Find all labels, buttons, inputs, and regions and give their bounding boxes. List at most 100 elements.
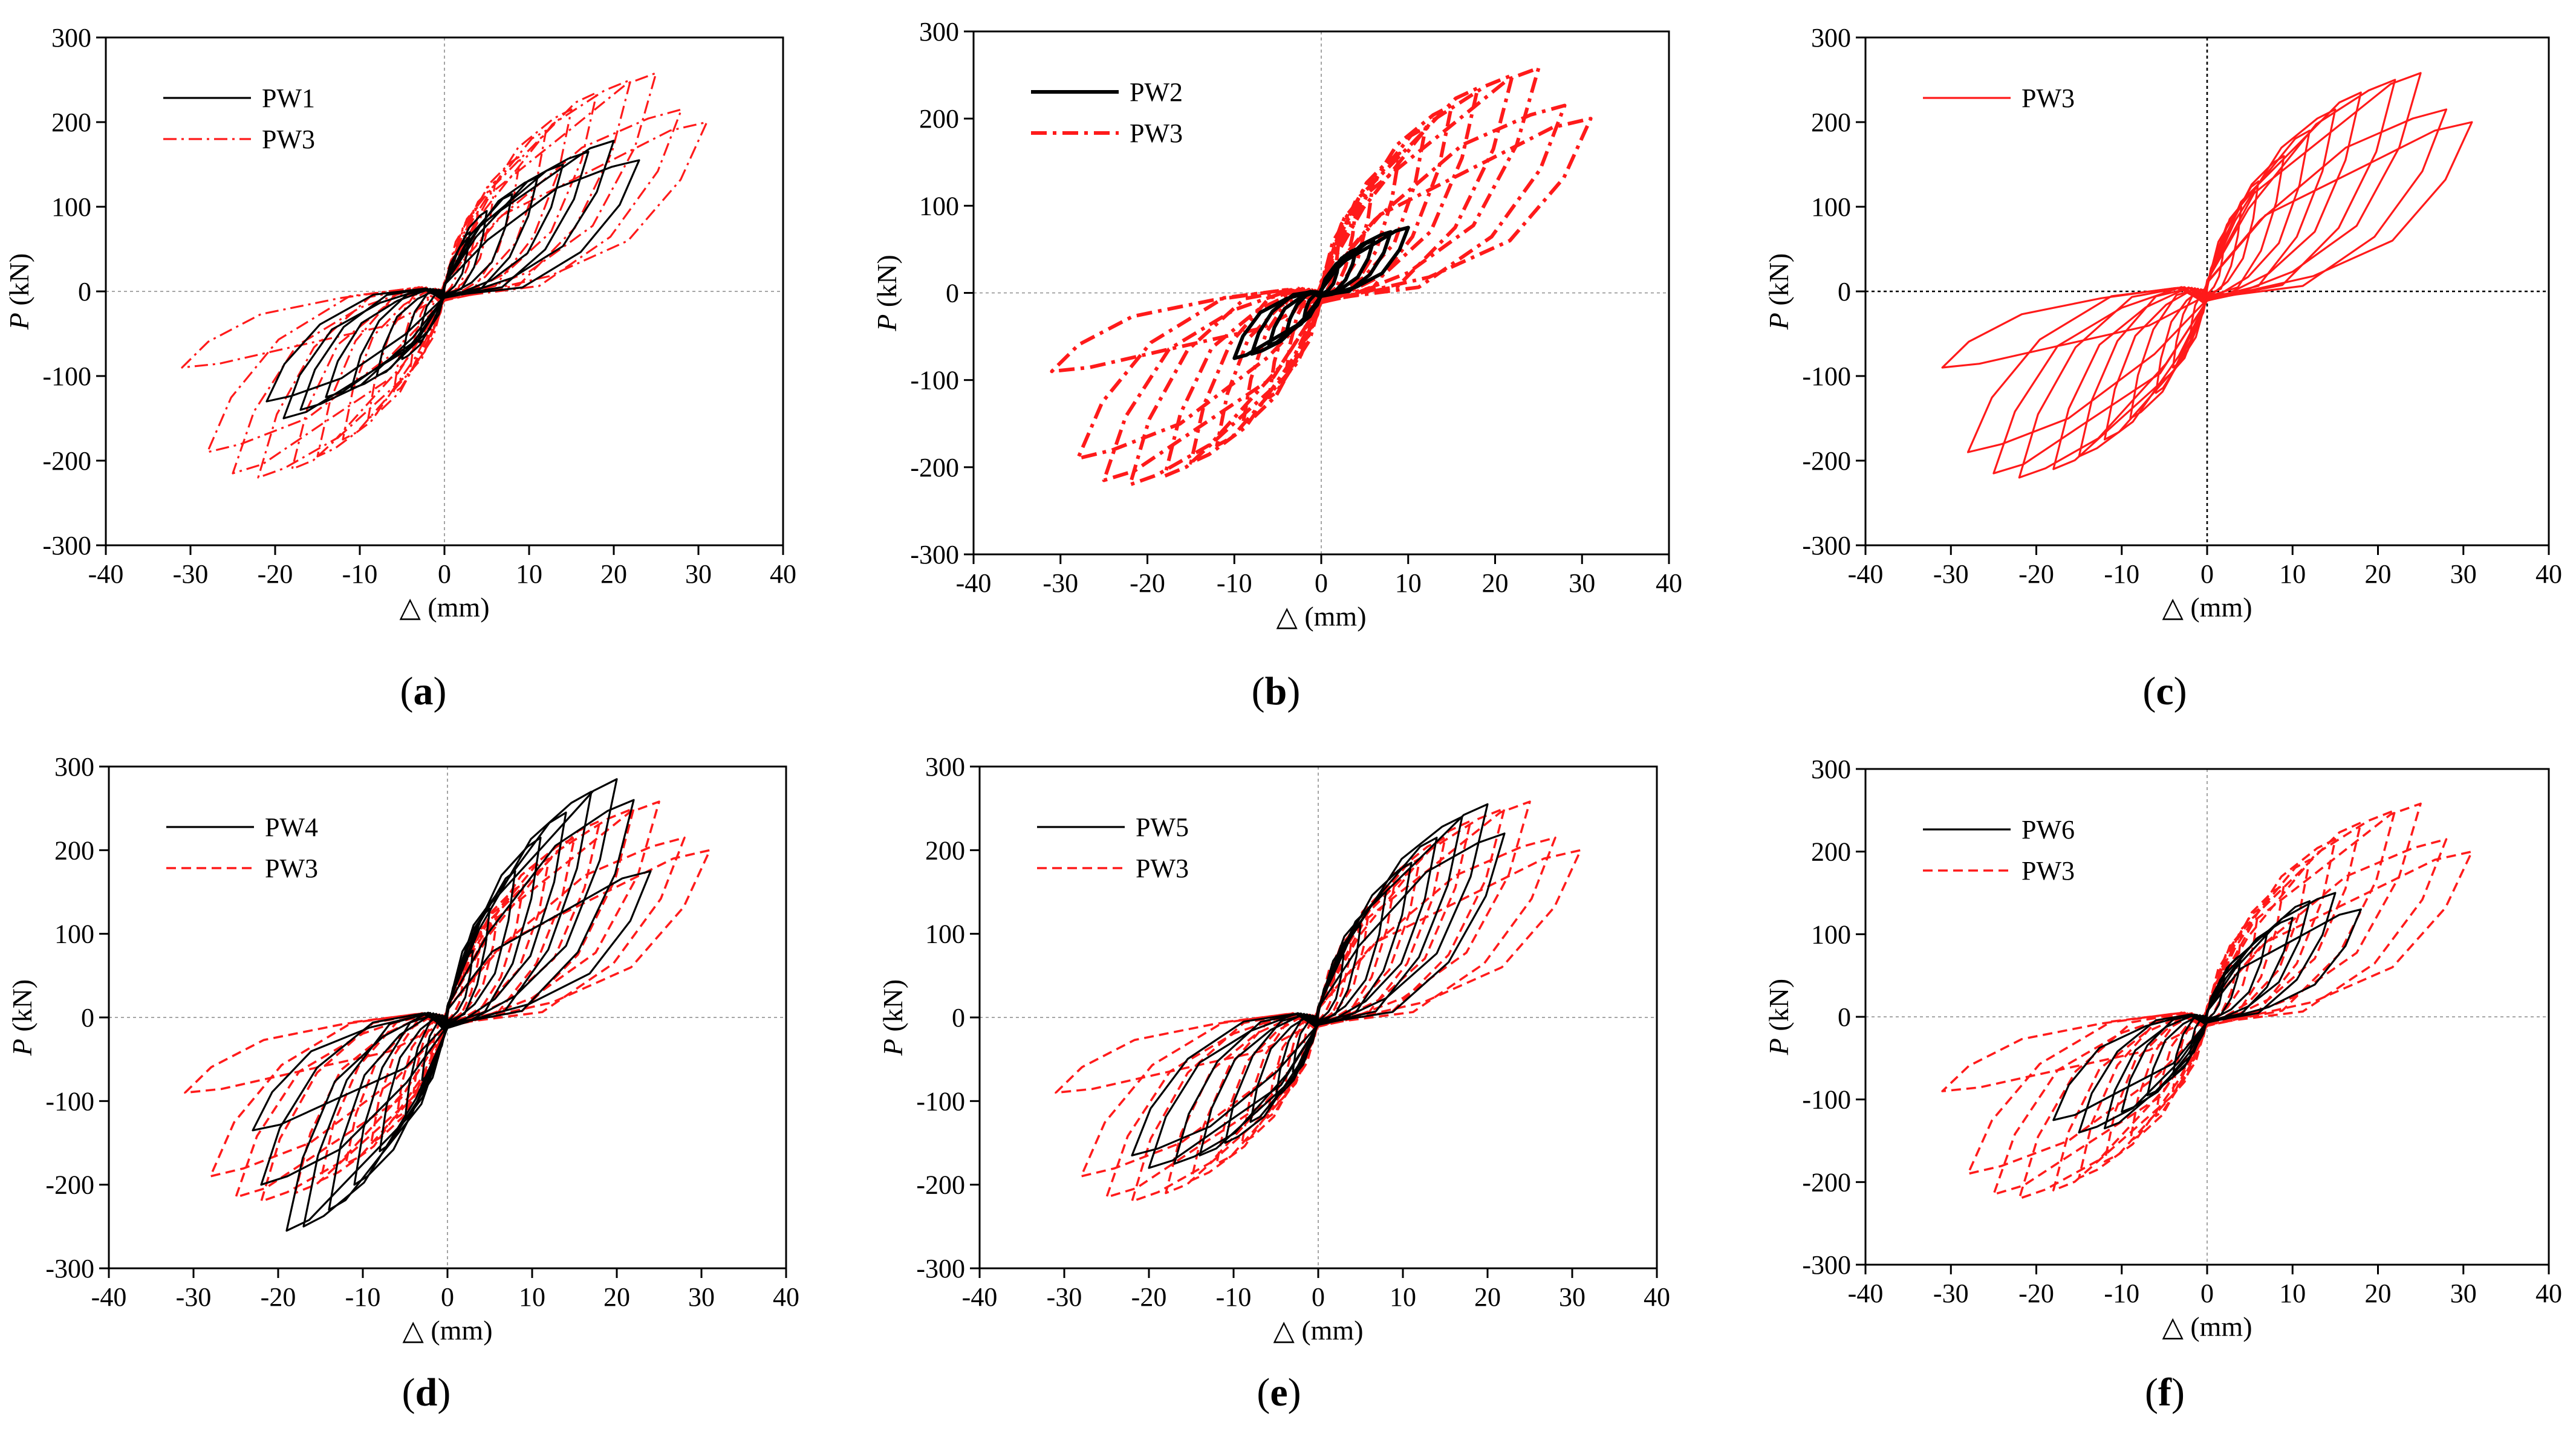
hysteresis-loop-PW3-8 [257, 79, 632, 479]
y-tick-label: 300 [925, 752, 965, 782]
y-tick-label: 300 [919, 17, 959, 47]
legend-label-PW5: PW5 [1136, 812, 1189, 842]
series-PW2 [1232, 225, 1410, 360]
chart-panel-a: -40 -30 -20 -10 0 10 20 30 40-300-200-1000100200… [4, 23, 796, 713]
chart-panel-d: -40 -30 -20 -10 0 10 20 30 40-300-200-1000100200… [7, 752, 799, 1415]
y-tick-label: -100 [45, 1086, 94, 1116]
y-tick-label: 200 [919, 104, 959, 134]
y-axis-title: P (kN) [877, 979, 908, 1056]
x-tick-label: 0 [1315, 568, 1328, 598]
hysteresis-loop-PW3-5 [345, 857, 550, 1165]
chart-panel-e: -40 -30 -20 -10 0 10 20 30 40-300-200-1000100200… [877, 752, 1670, 1415]
x-tick-label: 30 [1559, 1282, 1586, 1312]
hysteresis-loop-PW4-8 [260, 799, 635, 1186]
x-tick-label: 20 [603, 1282, 630, 1312]
x-tick-label: 40 [2535, 559, 2562, 589]
y-tick-label: -100 [910, 366, 959, 395]
hysteresis-loop-PW3-6 [1189, 103, 1454, 465]
y-tick-label: 0 [78, 277, 91, 306]
y-tick-label: -200 [1802, 1167, 1851, 1197]
y-axis-title: P (kN) [4, 253, 34, 330]
hysteresis-loop-PW3-10 [1076, 103, 1567, 461]
panel-caption: (c) [2142, 669, 2187, 713]
x-axis-title: △ (mm) [2162, 592, 2252, 623]
hysteresis-loop-PW4-9 [252, 870, 652, 1132]
x-tick-label: -40 [88, 559, 124, 589]
x-tick-label: 0 [2200, 559, 2214, 589]
x-tick-label: -40 [1848, 1279, 1884, 1308]
hysteresis-loop-PW3-5 [2103, 129, 2311, 441]
x-tick-label: 20 [2365, 1279, 2392, 1308]
x-tick-label: 30 [685, 559, 712, 589]
y-tick-label: 200 [1811, 837, 1851, 867]
hysteresis-loop-PW3-10 [1966, 108, 2448, 453]
x-tick-label: -30 [173, 559, 209, 589]
panel-caption: (b) [1252, 669, 1301, 713]
y-tick-label: -200 [916, 1170, 965, 1200]
hysteresis-loop-PW3-11 [181, 121, 708, 369]
y-tick-label: -300 [916, 1254, 965, 1283]
y-tick-label: 100 [925, 919, 965, 949]
x-tick-label: -10 [1217, 568, 1252, 598]
legend-label-PW3: PW3 [262, 125, 315, 154]
y-tick-label: 200 [925, 835, 965, 865]
y-tick-label: -200 [910, 453, 959, 482]
y-tick-label: 100 [1811, 919, 1851, 949]
x-tick-label: -10 [1216, 1282, 1252, 1312]
x-tick-label: -20 [2018, 559, 2054, 589]
y-axis-title: P (kN) [871, 255, 902, 331]
y-tick-label: 200 [54, 835, 94, 865]
x-tick-label: 0 [438, 559, 451, 589]
series-PW5 [1131, 803, 1506, 1169]
y-tick-label: 0 [81, 1003, 94, 1033]
x-tick-label: -20 [261, 1282, 296, 1312]
hysteresis-loop-PW3-6 [316, 108, 573, 458]
hysteresis-loop-PW6-7 [2052, 908, 2362, 1121]
series-PW4 [252, 778, 652, 1232]
hysteresis-loop-PW5-2 [1275, 924, 1362, 1098]
x-tick-label: 30 [2450, 559, 2477, 589]
x-tick-label: 0 [2200, 1279, 2214, 1308]
panel-caption: (d) [402, 1370, 451, 1415]
hysteresis-loop-PW3-8 [1131, 807, 1506, 1203]
y-tick-label: 0 [946, 279, 959, 308]
panel-caption: (e) [1257, 1370, 1301, 1415]
x-tick-label: -40 [956, 568, 992, 598]
x-tick-label: 30 [2450, 1279, 2477, 1308]
hysteresis-loop-PW3-9 [1992, 802, 2422, 1196]
y-tick-label: 300 [51, 23, 91, 53]
hysteresis-loop-PW3-8 [260, 807, 635, 1203]
hysteresis-loop-PW3-8 [1128, 73, 1515, 487]
chart-panel-c: -40 -30 -20 -10 0 10 20 30 40-300-200-1000100200… [1763, 23, 2562, 713]
x-tick-label: -20 [2018, 1279, 2054, 1308]
x-tick-label: 10 [516, 559, 542, 589]
x-tick-label: -10 [2104, 1279, 2139, 1308]
legend-label-PW6: PW6 [2021, 815, 2075, 845]
x-tick-label: -30 [1933, 1279, 1969, 1308]
x-tick-label: 20 [1482, 568, 1509, 598]
y-tick-label: -200 [42, 446, 91, 476]
y-tick-label: 0 [1838, 277, 1851, 306]
y-tick-label: 100 [51, 192, 91, 222]
y-tick-label: 100 [919, 191, 959, 221]
legend-label-PW3: PW3 [2021, 83, 2075, 113]
x-tick-label: -30 [176, 1282, 212, 1312]
series-PW6 [2052, 892, 2362, 1134]
x-axis-title: △ (mm) [402, 1315, 492, 1346]
hysteresis-loop-PW4-4 [353, 837, 542, 1186]
legend-label-PW3: PW3 [265, 854, 318, 883]
legend-label-PW3: PW3 [2021, 856, 2075, 886]
y-tick-label: 0 [952, 1003, 965, 1033]
y-tick-label: -300 [42, 531, 91, 560]
y-tick-label: -100 [42, 362, 91, 391]
x-tick-label: -40 [1848, 559, 1884, 589]
x-tick-label: -40 [962, 1282, 998, 1312]
x-tick-label: 20 [600, 559, 627, 589]
x-tick-label: 10 [1395, 568, 1422, 598]
legend-label-PW3: PW3 [1136, 854, 1189, 883]
x-tick-label: -30 [1042, 568, 1078, 598]
y-tick-label: 0 [1838, 1002, 1851, 1032]
